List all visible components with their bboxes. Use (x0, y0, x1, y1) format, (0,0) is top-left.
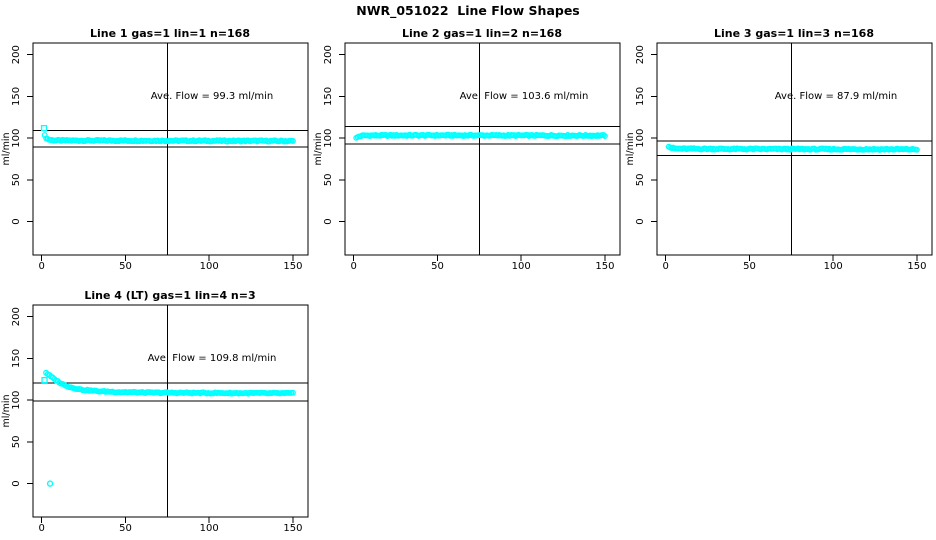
data-points (353, 131, 608, 141)
x-tick-label: 100 (200, 261, 219, 272)
data-point-marker (913, 146, 920, 153)
x-tick-label: 100 (200, 523, 219, 534)
avg-flow-annotation: Ave. Flow = 103.6 ml/min (460, 91, 589, 102)
panel-line-3-plot: 0 50 100 150 200 0 50 100 150 ml/min Line 3 gas=1 … (625, 27, 933, 272)
y-tick-label: 150 (11, 349, 22, 368)
panel-line-4-plot: 0 50 100 150 200 0 50 100 150 ml/min Line 4 (LT) g… (1, 289, 309, 534)
y-tick-label: 200 (11, 45, 22, 64)
y-tick-label: 150 (323, 87, 334, 106)
x-tick-label: 100 (512, 261, 531, 272)
panel-line-2-plot: 0 50 100 150 200 0 50 100 150 ml/min Line 2 gas=1 … (313, 27, 621, 272)
y-tick-label: 0 (11, 218, 22, 224)
x-tick-label: 50 (431, 261, 444, 272)
x-tick-label: 50 (119, 261, 132, 272)
figure-title: NWR_051022 Line Flow Shapes (356, 3, 580, 18)
y-tick-label: 100 (11, 391, 22, 410)
plot-box (32, 42, 309, 256)
y-tick-label: 50 (11, 436, 22, 449)
panel-line-1-plot: 0 50 100 150 200 0 50 100 150 ml/min Line 1 gas=1 … (1, 27, 309, 272)
y-tick-label: 50 (11, 174, 22, 187)
avg-flow-annotation: Ave. Flow = 109.8 ml/min (148, 353, 277, 364)
y-tick-label: 200 (11, 307, 22, 326)
y-tick-label: 100 (11, 129, 22, 148)
first-point-square-marker (40, 124, 48, 132)
panel-title: Line 1 gas=1 lin=1 n=168 (90, 27, 250, 40)
x-tick-label: 100 (824, 261, 843, 272)
outlier-point-marker (46, 480, 54, 487)
x-tick-label: 50 (119, 523, 132, 534)
plot-box (656, 42, 933, 256)
y-tick-label: 0 (635, 218, 646, 224)
y-axis-label: ml/min (625, 132, 636, 165)
avg-flow-annotation: Ave. Flow = 99.3 ml/min (151, 91, 273, 102)
y-axis-label: ml/min (313, 132, 324, 165)
y-tick-label: 150 (11, 87, 22, 106)
data-point-marker (289, 138, 296, 144)
y-tick-label: 200 (323, 45, 334, 64)
x-tick-label: 150 (283, 523, 302, 534)
avg-flow-annotation: Ave. Flow = 87.9 ml/min (775, 91, 897, 102)
x-tick-label: 50 (743, 261, 756, 272)
data-points (40, 124, 296, 145)
x-tick-label: 0 (351, 261, 357, 272)
first-point-square-marker (41, 376, 48, 384)
y-tick-label: 0 (323, 218, 334, 224)
y-tick-label: 100 (323, 129, 334, 148)
data-points (665, 143, 920, 153)
y-axis-label: ml/min (1, 132, 12, 165)
x-tick-label: 0 (663, 261, 669, 272)
plot-box (344, 42, 621, 256)
x-tick-label: 0 (39, 523, 45, 534)
plot-box (32, 304, 309, 518)
data-point-marker (601, 133, 608, 139)
x-tick-label: 150 (283, 261, 302, 272)
y-axis-label: ml/min (1, 394, 12, 427)
y-tick-label: 200 (635, 45, 646, 64)
panel-title: Line 2 gas=1 lin=2 n=168 (402, 27, 562, 40)
y-tick-label: 150 (635, 87, 646, 106)
y-tick-label: 50 (323, 174, 334, 187)
panel-title: Line 3 gas=1 lin=3 n=168 (714, 27, 874, 40)
y-tick-label: 100 (635, 129, 646, 148)
panel-title: Line 4 (LT) gas=1 lin=4 n=3 (84, 289, 255, 302)
y-tick-label: 0 (11, 480, 22, 486)
y-tick-label: 50 (635, 174, 646, 187)
x-tick-label: 150 (907, 261, 926, 272)
x-tick-label: 0 (39, 261, 45, 272)
x-tick-label: 150 (595, 261, 614, 272)
data-points (41, 369, 296, 487)
data-point-marker (289, 389, 296, 396)
